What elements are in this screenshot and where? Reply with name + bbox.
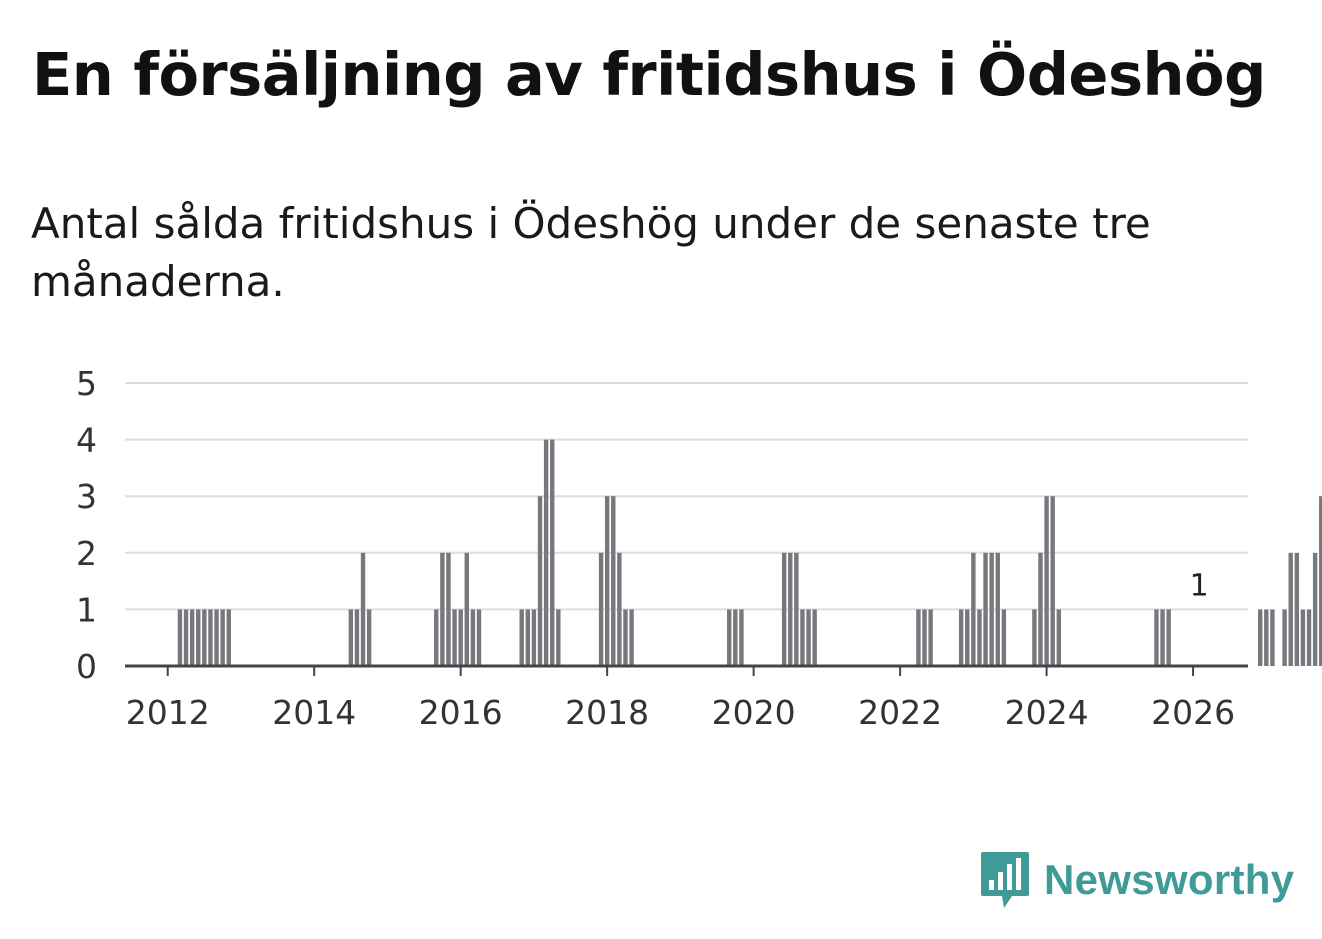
bar (470, 609, 476, 666)
x-tick-label-2020: 2020 (712, 693, 796, 732)
x-tick-label-2026: 2026 (1151, 693, 1235, 732)
x-tick-label-2016: 2016 (419, 693, 503, 732)
bar (1056, 609, 1061, 666)
bar (348, 609, 354, 666)
bar (1270, 609, 1275, 666)
bar (556, 609, 561, 666)
bar (220, 609, 225, 666)
bar (550, 439, 555, 666)
y-tick-label-0: 0 (76, 647, 97, 686)
bar (1294, 552, 1300, 666)
bar (1306, 609, 1312, 666)
labels: 0 1 2 3 4 5 2012 2014 2016 2018 2020 2022 2024 2026 1 (76, 364, 1235, 732)
bar (196, 609, 201, 666)
bar (1044, 496, 1049, 666)
bar (727, 609, 732, 666)
bar (519, 609, 524, 666)
x-tick-label-2014: 2014 (272, 693, 356, 732)
bar (995, 552, 1000, 666)
bar (1154, 609, 1159, 666)
bar (989, 552, 994, 666)
bar (604, 496, 610, 666)
bar (1312, 552, 1318, 666)
bar (617, 552, 622, 666)
x-tick-label-2018: 2018 (565, 693, 649, 732)
bar (366, 609, 372, 666)
bar (983, 552, 988, 666)
y-tick-label-1: 1 (76, 590, 97, 629)
chart-subtitle: Antal sålda fritidshus i Ödeshög under d… (31, 199, 1151, 306)
bar (476, 609, 482, 666)
x-tick-label-2022: 2022 (858, 693, 942, 732)
bar (214, 609, 219, 666)
bar (611, 496, 616, 666)
bar (916, 609, 921, 666)
bar (1038, 552, 1043, 666)
y-tick-label-4: 4 (76, 421, 97, 460)
newsworthy-logo: Newsworthy (980, 850, 1294, 910)
bar (598, 552, 604, 666)
logo-text: Newsworthy (1044, 856, 1295, 903)
bar-chart: 0 1 2 3 4 5 2012 2014 2016 2018 2020 2022 2024 2026 1 (76, 364, 1322, 732)
bar (1282, 609, 1287, 666)
bar (1288, 552, 1293, 666)
bar (1160, 609, 1165, 666)
bar (1032, 609, 1037, 666)
bar (525, 609, 531, 666)
bar (623, 609, 628, 666)
data-label-highlight: 1 (1190, 568, 1209, 603)
bar (189, 609, 195, 666)
bar (464, 552, 469, 666)
bar (629, 609, 634, 666)
chart-title: En försäljning av fritidshus i Ödeshög (32, 40, 1266, 109)
bar (1300, 609, 1306, 666)
bar (531, 609, 537, 666)
bar (1001, 609, 1007, 666)
bar (1050, 496, 1055, 666)
bar (739, 609, 744, 666)
bar (733, 609, 738, 666)
bar (1264, 609, 1269, 666)
bar (1319, 496, 1322, 666)
bar (928, 609, 933, 666)
bar (958, 609, 964, 666)
y-tick-label-5: 5 (76, 364, 97, 403)
bar (440, 552, 445, 666)
bar (788, 552, 793, 666)
bar (781, 552, 787, 666)
bar (458, 609, 463, 666)
y-tick-label-3: 3 (76, 477, 97, 516)
bar (202, 609, 207, 666)
bar (177, 609, 183, 666)
bar (1258, 609, 1263, 666)
x-tick-label-2012: 2012 (126, 693, 210, 732)
bar (977, 609, 982, 666)
y-tick-label-2: 2 (76, 534, 97, 573)
bar (794, 552, 799, 666)
bar (208, 609, 213, 666)
bar (183, 609, 189, 666)
x-tick-label-2024: 2024 (1005, 693, 1089, 732)
bar (446, 552, 451, 666)
bar (922, 609, 927, 666)
bar (452, 609, 457, 666)
bar (971, 552, 976, 666)
bar (434, 609, 439, 666)
bar (360, 552, 366, 666)
bar (537, 496, 543, 666)
axes (125, 664, 1248, 676)
bar (800, 609, 805, 666)
gridlines (125, 382, 1248, 611)
bar (543, 439, 549, 666)
bar-chart-speech-bubble-icon (981, 852, 1029, 908)
bar (226, 609, 231, 666)
bar (1166, 609, 1171, 666)
bars (177, 439, 1322, 666)
bar (806, 609, 811, 666)
bar (812, 609, 817, 666)
bar (354, 609, 360, 666)
bar (965, 609, 970, 666)
